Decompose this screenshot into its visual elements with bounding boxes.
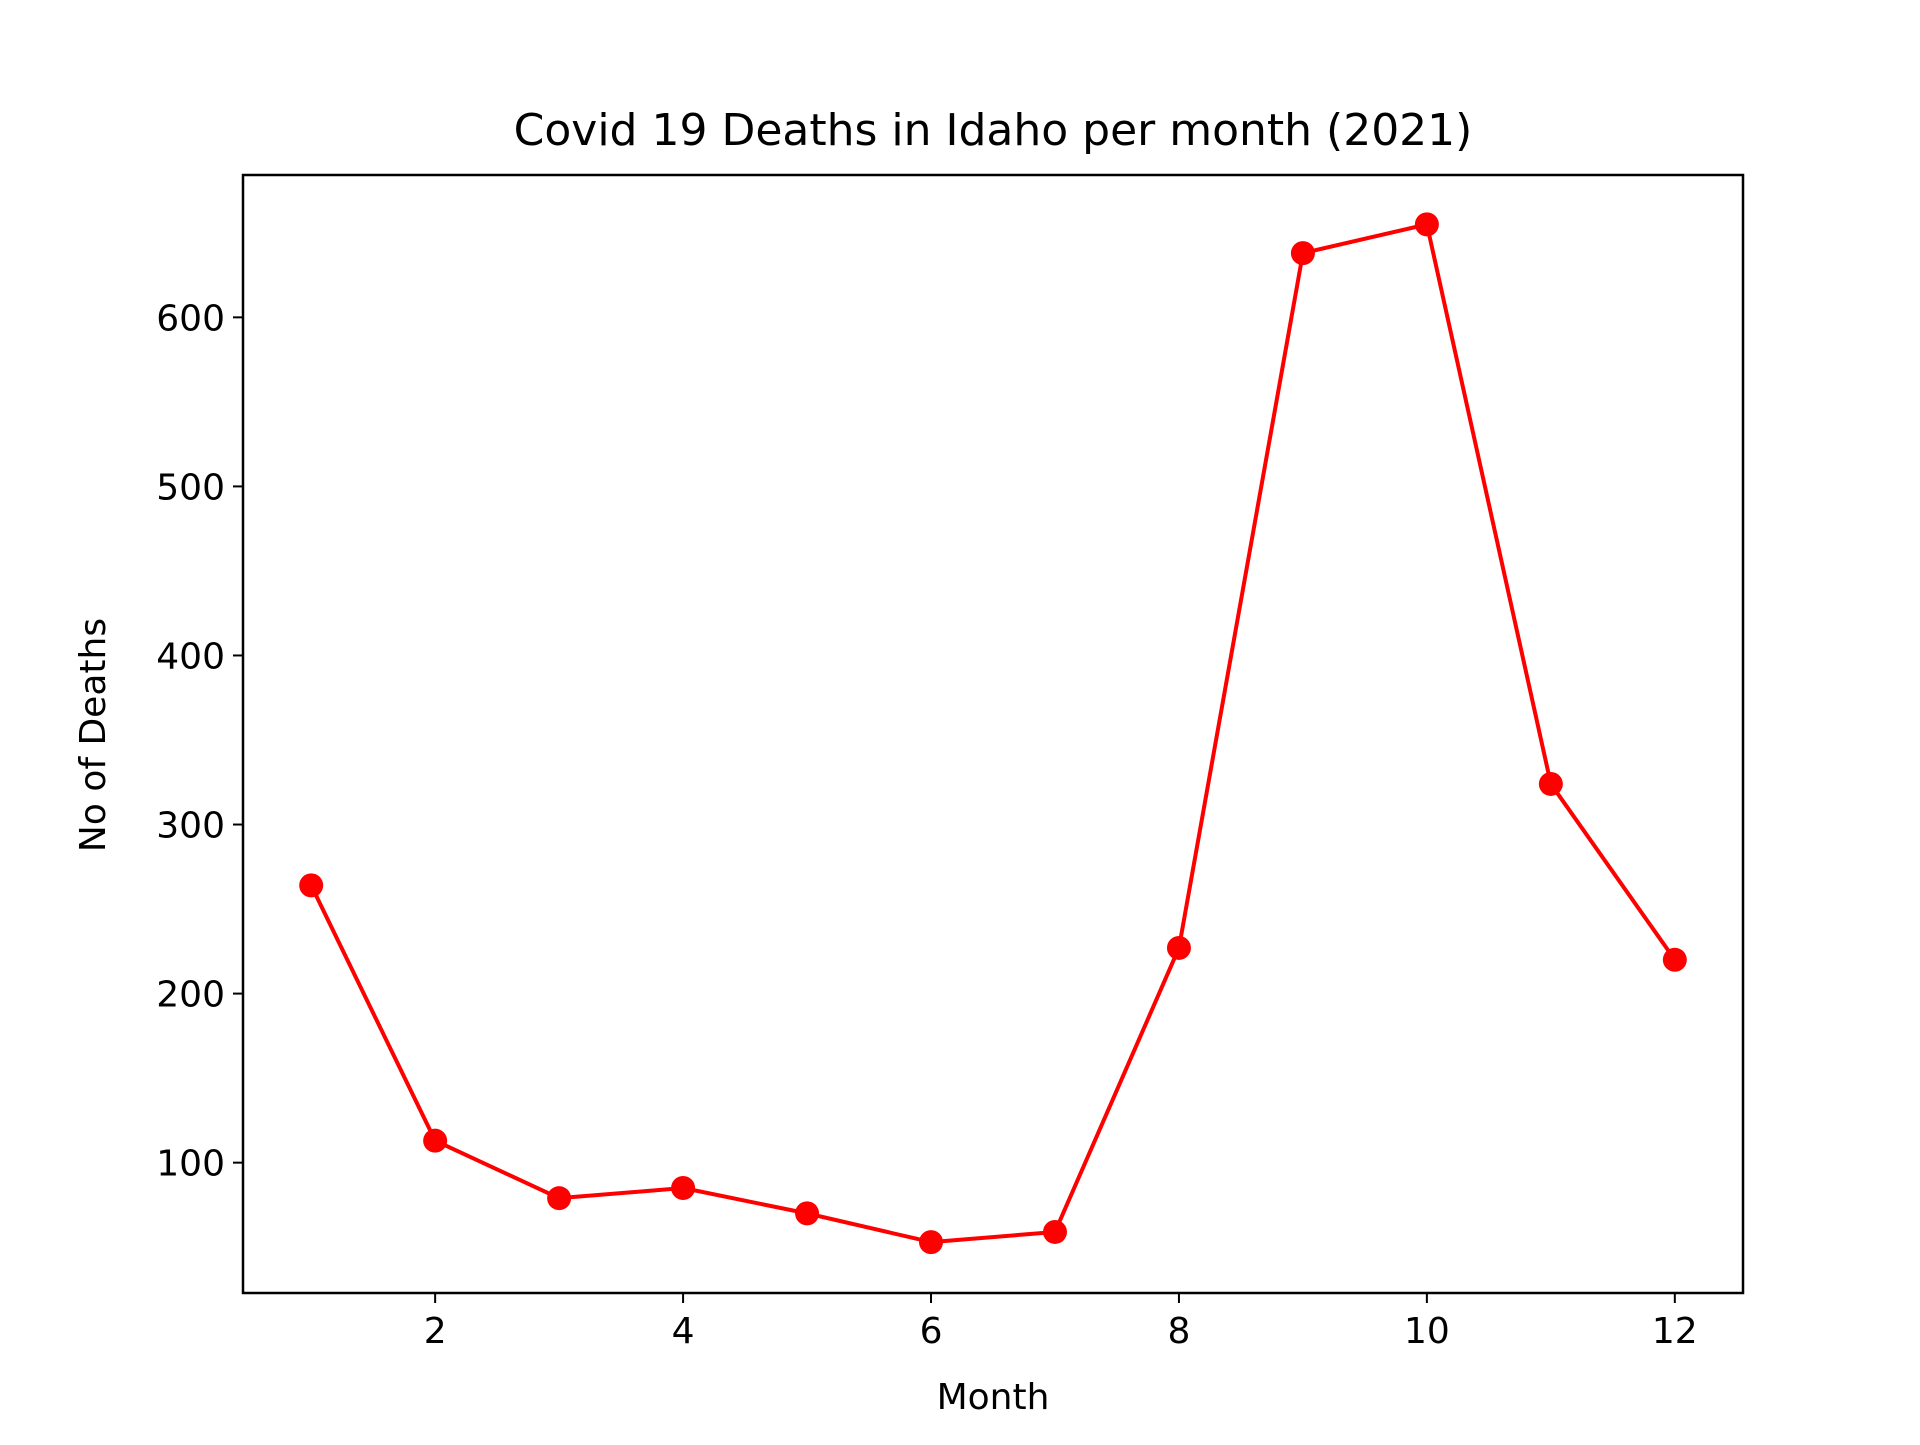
y-tick-label: 300 <box>156 806 225 847</box>
data-point <box>671 1176 696 1201</box>
x-tick-label: 2 <box>424 1311 447 1352</box>
x-axis-label: Month <box>937 1377 1050 1418</box>
data-point <box>1538 771 1563 796</box>
chart-title: Covid 19 Deaths in Idaho per month (2021… <box>514 105 1473 156</box>
x-axis-ticks: 2 4 6 8 10 12 <box>424 1293 1698 1352</box>
series-line <box>309 222 1677 1245</box>
x-tick-label: 10 <box>1404 1311 1450 1352</box>
x-tick-label: 4 <box>672 1311 695 1352</box>
y-axis-label: No of Deaths <box>73 618 114 852</box>
y-tick-label: 400 <box>156 636 225 677</box>
data-point <box>919 1230 944 1255</box>
x-tick-label: 8 <box>1167 1311 1190 1352</box>
y-axis-ticks: 100 200 300 400 500 600 <box>156 298 243 1185</box>
y-tick-label: 600 <box>156 298 225 339</box>
y-tick-label: 200 <box>156 975 225 1016</box>
y-tick-label: 100 <box>156 1144 225 1185</box>
data-point <box>547 1186 572 1211</box>
y-tick-label: 500 <box>156 467 225 508</box>
plot-area-frame <box>241 173 1745 1295</box>
x-tick-label: 12 <box>1652 1311 1698 1352</box>
data-point <box>1042 1219 1067 1244</box>
data-point <box>1166 935 1191 960</box>
data-point <box>299 873 324 898</box>
data-point <box>1414 212 1439 237</box>
data-point <box>1290 241 1315 266</box>
plot-series <box>299 212 1687 1255</box>
data-point <box>423 1128 448 1153</box>
data-point <box>795 1201 820 1226</box>
data-point <box>1662 947 1687 972</box>
x-tick-label: 6 <box>920 1311 943 1352</box>
